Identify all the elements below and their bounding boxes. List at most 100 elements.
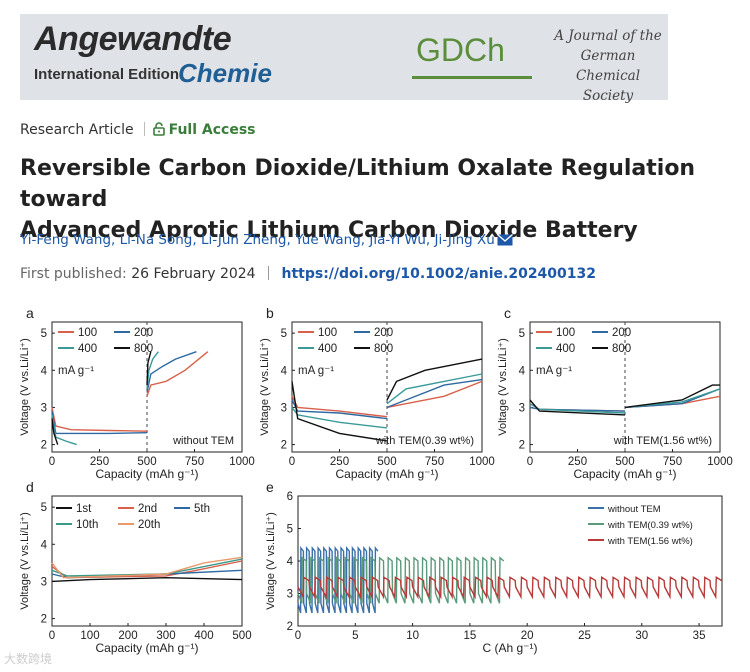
y-tick-label: 5 [287, 524, 293, 536]
legend-label: 800 [374, 343, 393, 355]
legend-label: without TEM [607, 504, 661, 515]
x-tick-label: 400 [194, 630, 213, 642]
author-link[interactable]: Ji-Jing Xu [434, 232, 495, 248]
legend-label: 400 [318, 343, 337, 355]
y-tick-label: 4 [519, 365, 526, 377]
series-line-400-discharge [529, 403, 626, 414]
x-tick-label: 0 [289, 456, 295, 468]
x-tick-label: 10 [406, 630, 419, 642]
x-tick-label: 20 [521, 630, 534, 642]
series-line-200-charge [146, 351, 197, 393]
journal-line-1: A Journal of the [554, 28, 662, 44]
annotation-label: without TEM [172, 435, 234, 447]
y-tick-label: 2 [519, 440, 525, 452]
author-list: Yi-Feng Wang, Li-Na Song, Li-Jun Zheng, … [20, 232, 513, 248]
x-tick-label: 500 [377, 456, 396, 468]
title-line-1: Reversible Carbon Dioxide/Lithium Oxalat… [20, 156, 696, 212]
journal-banner[interactable]: Angewandte International Edition Chemie … [20, 14, 668, 104]
x-tick-label: 0 [49, 630, 55, 642]
current-unit-label: mA g⁻¹ [58, 365, 94, 377]
x-tick-label: 0 [295, 630, 301, 642]
legend-label: 5th [194, 503, 210, 515]
series-line-800-charge [624, 384, 720, 409]
watermark-text: 大数跨境 [4, 652, 53, 666]
article-title: Reversible Carbon Dioxide/Lithium Oxalat… [20, 153, 740, 246]
x-tick-label: 500 [615, 456, 634, 468]
author-link[interactable]: Yi-Feng Wang, [20, 232, 116, 248]
x-axis-label: C (Ah g⁻¹) [482, 641, 537, 655]
full-access-badge[interactable]: Full Access [152, 122, 256, 138]
envelope-icon[interactable] [496, 234, 513, 246]
x-tick-label: 30 [635, 630, 648, 642]
panel-letter: d [26, 479, 34, 495]
series-line-with TEM(1.56 wt%) [297, 576, 722, 600]
y-tick-label: 3 [281, 402, 287, 414]
y-tick-label: 5 [519, 328, 525, 340]
series-line-800-charge [146, 351, 152, 386]
series-line-1st [51, 576, 243, 583]
published-label: First published: [20, 266, 127, 282]
annotation-label: with TEM(0.39 wt%) [375, 435, 474, 447]
x-tick-label: 500 [232, 630, 251, 642]
legend-label: 100 [78, 327, 97, 339]
legend-label: 400 [556, 343, 575, 355]
author-link[interactable]: Jia-Yi Wu, [369, 232, 431, 248]
x-tick-label: 500 [137, 456, 156, 468]
legend-label: 400 [78, 343, 97, 355]
title-line-2: Advanced Aprotic Lithium Carbon Dioxide … [20, 218, 638, 243]
gdch-underline [412, 76, 532, 79]
doi-link[interactable]: https://doi.org/10.1002/anie.202400132 [281, 266, 597, 282]
journal-tagline: A Journal of the German Chemical Society [552, 26, 664, 106]
y-tick-label: 4 [287, 556, 294, 568]
x-tick-label: 35 [693, 630, 706, 642]
legend-label: with TEM(0.39 wt%) [607, 520, 693, 531]
author-link[interactable]: Li-Jun Zheng, [200, 232, 291, 248]
panel-letter: c [504, 305, 511, 321]
series-line-100-charge [146, 351, 209, 397]
legend-label: 800 [612, 343, 631, 355]
unlock-icon [152, 122, 165, 136]
x-tick-label: 750 [425, 456, 444, 468]
y-tick-label: 4 [41, 539, 48, 551]
divider [268, 266, 270, 280]
x-tick-label: 0 [527, 456, 533, 468]
x-tick-label: 1000 [229, 456, 255, 468]
legend-label: 100 [318, 327, 337, 339]
legend-label: 200 [374, 327, 393, 339]
series-line-20th [51, 556, 243, 579]
series-line-200-charge [624, 388, 721, 409]
legend-label: 800 [134, 343, 153, 355]
series-line-400-charge [386, 373, 483, 405]
gdch-logo-text: GDCh [416, 32, 505, 68]
panel-letter: a [26, 305, 34, 321]
series-line-800-charge [386, 358, 483, 401]
x-tick-label: 100 [80, 630, 99, 642]
y-tick-label: 4 [41, 365, 48, 377]
article-type-row: Research Article Full Access [20, 122, 256, 138]
panel-letter: b [266, 305, 274, 321]
x-tick-label: 25 [578, 630, 591, 642]
panel-letter: e [266, 479, 274, 495]
divider [143, 122, 145, 136]
journal-line-2: German [580, 48, 636, 64]
x-tick-label: 250 [90, 456, 109, 468]
y-tick-label: 2 [41, 614, 47, 626]
series-line-200-discharge [291, 399, 388, 420]
y-axis-label: Voltage (V vs.Li/Li⁺) [265, 512, 277, 610]
y-axis-label: Voltage (V vs.Li/Li⁺) [259, 338, 271, 436]
series-line-100-charge [386, 380, 483, 409]
publication-info: First published: 26 February 2024 https:… [20, 266, 596, 282]
legend-label: 200 [612, 327, 631, 339]
author-link[interactable]: Yue Wang, [295, 232, 366, 248]
chemie-logo-text: Chemie [178, 58, 272, 88]
legend-label: 2nd [138, 503, 157, 515]
annotation-label: with TEM(1.56 wt%) [613, 435, 712, 447]
y-tick-label: 3 [287, 589, 293, 601]
series-line-100-discharge [51, 407, 148, 432]
legend-label: with TEM(1.56 wt%) [607, 536, 693, 547]
legend-label: 200 [134, 327, 153, 339]
series-line-800-discharge [291, 381, 388, 442]
x-axis-label: Capacity (mAh g⁻¹) [95, 467, 198, 481]
author-link[interactable]: Li-Na Song, [119, 232, 197, 248]
